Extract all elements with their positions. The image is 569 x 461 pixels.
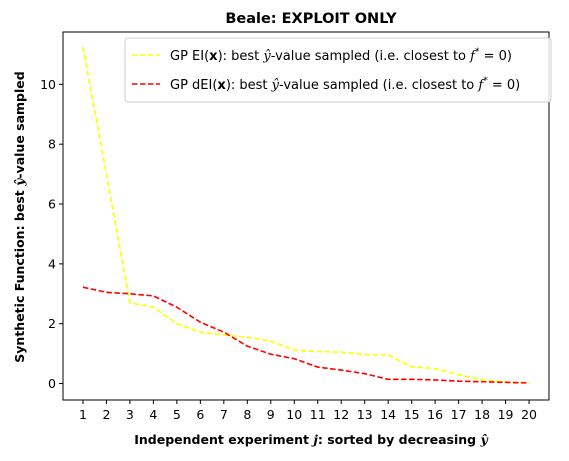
x-tick-label: 17 [451, 407, 467, 422]
legend-gp-dei-x: x [217, 78, 226, 93]
x-tick-label: 11 [310, 407, 326, 422]
series-line-gp-ei [82, 46, 530, 384]
y-tick-label: 0 [48, 376, 56, 391]
x-tick-label: 8 [243, 407, 251, 422]
y-axis-label-text: Synthetic Function: best [12, 186, 27, 363]
x-tick-label: 19 [498, 407, 514, 422]
y-axis-label-text-2: -value sampled [12, 71, 27, 178]
x-axis-label-symbol-2: ŷ [479, 432, 488, 447]
legend-gp-ei-part3: -value sampled (i.e. closest to [271, 49, 470, 64]
legend-gp-ei-f: f [469, 49, 477, 64]
x-tick-label: 4 [149, 407, 157, 422]
x-axis-label: Independent experiment j: sorted by decr… [134, 432, 488, 447]
axes-frame [62, 31, 550, 401]
legend-gp-ei-yhat: ŷ [262, 49, 271, 64]
legend-gp-dei-part2: ): best [226, 78, 272, 93]
x-tick-label: 6 [196, 407, 204, 422]
legend-gp-dei-f: f [477, 78, 485, 93]
x-tick-label: 7 [220, 407, 228, 422]
x-tick-label: 15 [404, 407, 420, 422]
legend-gp-dei-part4: = 0) [488, 78, 521, 93]
legend-gp-ei-star: * [475, 47, 480, 57]
x-axis-label-text-2: : sorted by decreasing [318, 432, 481, 447]
y-tick-label: 4 [48, 256, 56, 271]
y-tick-label: 8 [48, 137, 56, 152]
series-line-gp-dei [82, 286, 530, 384]
x-axis-label-symbol: j [310, 432, 318, 447]
x-tick-label: 13 [357, 407, 373, 422]
legend-gp-dei-yhat: ŷ [271, 78, 280, 93]
y-tick-label: 2 [48, 316, 56, 331]
x-tick-label: 2 [102, 407, 110, 422]
legend-gp-ei-part2: ): best [218, 49, 264, 64]
legend-gp-ei-part4: = 0) [479, 49, 512, 64]
x-axis-label-text: Independent experiment [134, 432, 313, 447]
x-tick-label: 14 [380, 407, 396, 422]
x-tick-label: 5 [173, 407, 181, 422]
x-tick-label: 1 [79, 407, 87, 422]
y-axis-label: Synthetic Function: best ŷ-value sampled [12, 71, 27, 362]
chart-title: Beale: EXPLOIT ONLY [225, 11, 397, 27]
legend-gp-ei-part1: GP EI( [170, 49, 209, 64]
legend-gp-dei-part1: GP dEI( [170, 78, 217, 93]
x-tick-label: 9 [267, 407, 275, 422]
legend: GP EI(x): best ŷ-value sampled (i.e. clo… [124, 37, 552, 103]
y-tick-label: 6 [48, 197, 56, 212]
legend-label-gp-dei: GP dEI(x): best ŷ-value sampled (i.e. cl… [170, 76, 520, 93]
y-axis-label-symbol: ŷ [12, 178, 27, 187]
x-tick-label: 20 [521, 407, 537, 422]
y-tick-label: 10 [40, 77, 56, 92]
x-tick-label: 10 [286, 407, 302, 422]
legend-gp-dei-part3: -value sampled (i.e. closest to [279, 78, 478, 93]
legend-gp-ei-x: x [209, 49, 218, 64]
x-tick-label: 12 [333, 407, 349, 422]
x-tick-label: 18 [474, 407, 490, 422]
x-tick-label: 3 [126, 407, 134, 422]
legend-frame [124, 37, 552, 103]
legend-label-gp-ei: GP EI(x): best ŷ-value sampled (i.e. clo… [170, 47, 512, 64]
legend-gp-dei-star: * [483, 76, 488, 86]
x-tick-label: 16 [427, 407, 443, 422]
